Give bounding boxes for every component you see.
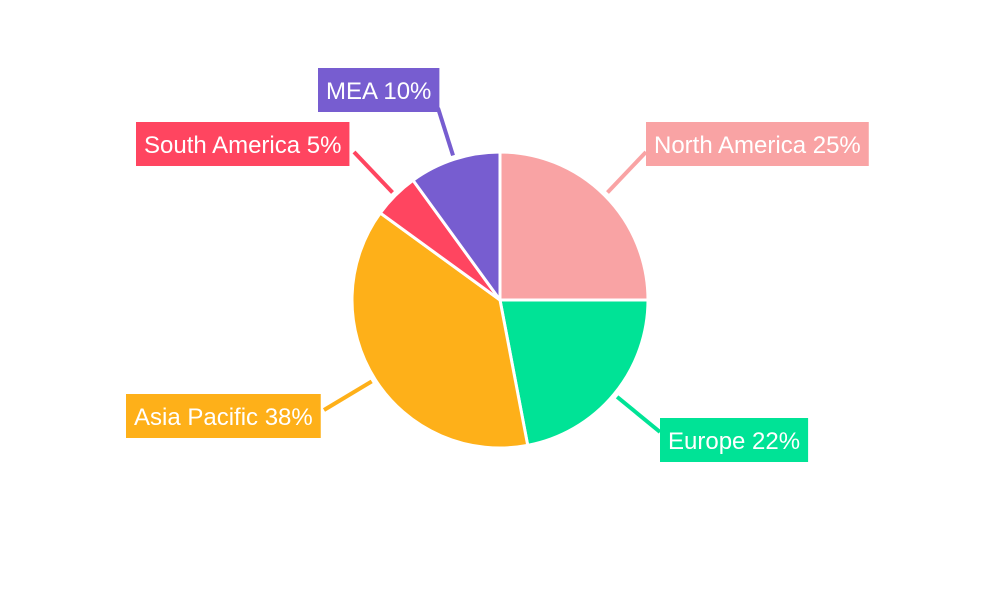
label-box (126, 394, 321, 438)
leader-line (352, 150, 394, 194)
leader-line (615, 395, 662, 434)
pie-slice-europe[interactable] (498, 298, 650, 448)
data-label: Asia Pacific 38% (126, 394, 321, 438)
label-box (660, 418, 809, 462)
leader-line (606, 150, 648, 194)
pie-slice-mea[interactable] (410, 150, 502, 305)
labels: North America 25% Europe 22% Asia Pacific … (126, 68, 869, 462)
data-label: Europe 22% (660, 418, 809, 462)
leader-line (322, 379, 373, 412)
slices (350, 150, 650, 450)
pie-slice-asia-pacific[interactable] (350, 210, 530, 450)
label-text: South America 5% (144, 132, 341, 159)
data-label: South America 5% (136, 122, 350, 166)
label-text: North America 25% (654, 132, 861, 159)
label-text: Asia Pacific 38% (134, 404, 313, 431)
data-label: MEA 10% (318, 68, 440, 112)
data-label: North America 25% (646, 122, 869, 166)
leader-line (436, 107, 455, 157)
pie-slice-north-america[interactable] (498, 150, 650, 302)
label-box (136, 122, 350, 166)
label-text: Europe 22% (668, 428, 800, 455)
label-box (318, 68, 440, 112)
label-box (646, 122, 869, 166)
label-text: MEA 10% (326, 78, 431, 105)
